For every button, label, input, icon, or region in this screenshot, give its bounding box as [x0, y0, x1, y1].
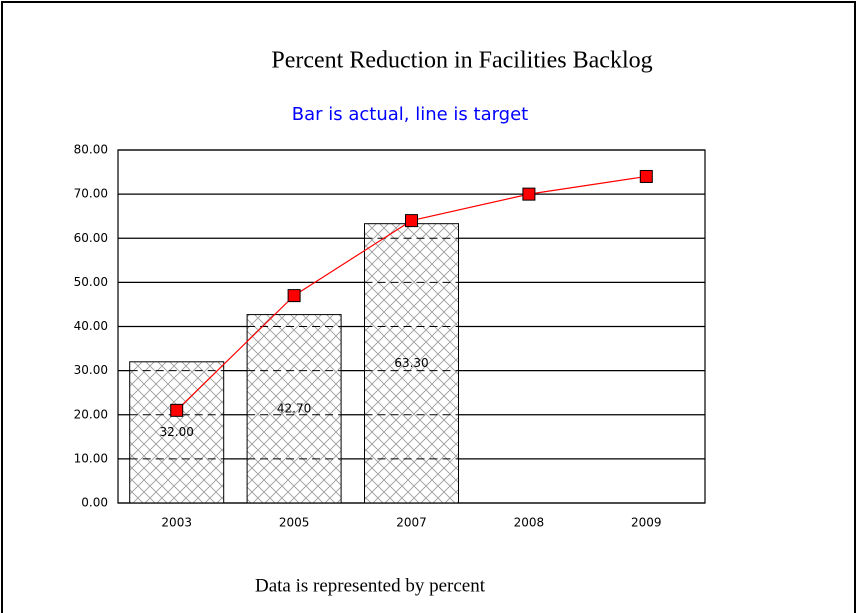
x-tick-label: 2007 [396, 516, 427, 530]
y-tick-label: 60.00 [74, 231, 108, 245]
bar [364, 223, 459, 504]
point [639, 169, 653, 183]
point [522, 187, 536, 201]
data-label: 32.00 [160, 425, 194, 439]
data-label: 63.30 [394, 356, 428, 370]
point [405, 214, 418, 228]
y-tick-label: 0.00 [81, 496, 108, 510]
y-tick-label: 50.00 [74, 275, 108, 289]
y-tick-label: 80.00 [74, 143, 108, 157]
chart-subtitle: Bar is actual, line is target [292, 104, 529, 125]
x-tick-label: 2005 [279, 516, 310, 530]
bar [129, 361, 225, 504]
chart-title: Percent Reduction in Facilities Backlog [271, 48, 652, 74]
bar [246, 314, 342, 504]
plot-area [117, 149, 706, 504]
y-tick-label: 10.00 [74, 451, 108, 465]
y-tick-label: 30.00 [74, 363, 108, 377]
footer: Data is represented by percent [255, 575, 486, 596]
point [287, 289, 301, 303]
y-tick-label: 40.00 [74, 319, 108, 333]
x-tick-label: 2009 [631, 516, 662, 530]
point [170, 403, 184, 417]
y-tick-label: 20.00 [74, 407, 108, 421]
x-tick-label: 2003 [161, 516, 192, 530]
x-tick-label: 2008 [514, 516, 545, 530]
data-label: 42.70 [277, 401, 311, 415]
y-tick-label: 70.00 [74, 187, 108, 201]
